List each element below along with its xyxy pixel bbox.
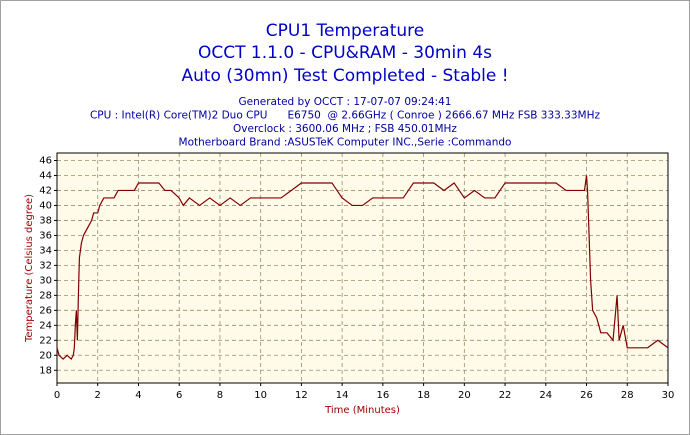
x-tick-label: 0 <box>54 390 60 401</box>
chart-title: Auto (30mn) Test Completed - Stable ! <box>181 66 508 86</box>
chart-subtitle: Generated by OCCT : 17-07-07 09:24:41 <box>239 96 452 108</box>
x-tick-label: 10 <box>254 390 267 401</box>
x-tick-label: 28 <box>621 390 634 401</box>
x-tick-label: 6 <box>176 390 182 401</box>
y-tick-label: 40 <box>39 200 52 211</box>
x-axis-label: Time (Minutes) <box>324 405 400 416</box>
y-tick-label: 20 <box>39 350 52 361</box>
chart-title: OCCT 1.1.0 - CPU&RAM - 30min 4s <box>198 43 492 63</box>
x-tick-label: 14 <box>336 390 349 401</box>
y-axis-label: Temperature (Celsius degree) <box>24 194 35 343</box>
x-tick-label: 30 <box>662 390 675 401</box>
y-tick-label: 26 <box>39 305 52 316</box>
x-tick-label: 20 <box>458 390 471 401</box>
plot-area <box>57 153 668 383</box>
x-tick-label: 18 <box>417 390 430 401</box>
line-series <box>56 175 669 360</box>
y-tick-label: 32 <box>39 260 52 271</box>
y-tick-label: 28 <box>39 290 52 301</box>
x-tick-label: 16 <box>376 390 389 401</box>
y-tick-label: 44 <box>39 170 52 181</box>
x-tick-label: 24 <box>539 390 552 401</box>
y-tick-label: 18 <box>39 365 52 376</box>
chart-subtitle: CPU : Intel(R) Core(TM)2 Duo CPU E6750 @… <box>90 110 601 122</box>
x-tick-label: 4 <box>135 390 141 401</box>
y-tick-label: 36 <box>39 230 52 241</box>
y-tick-label: 34 <box>39 245 52 256</box>
chart-subtitle: Overclock : 3600.06 MHz ; FSB 450.01MHz <box>233 123 457 135</box>
y-tick-label: 42 <box>39 185 52 196</box>
x-tick-label: 2 <box>95 390 101 401</box>
y-tick-label: 38 <box>39 215 52 226</box>
y-tick-label: 24 <box>39 320 52 331</box>
chart-subtitle: Motherboard Brand :ASUSTeK Computer INC.… <box>179 137 512 149</box>
y-tick-label: 30 <box>39 275 52 286</box>
y-tick-label: 22 <box>39 335 52 346</box>
x-tick-label: 22 <box>499 390 512 401</box>
x-tick-label: 8 <box>217 390 223 401</box>
x-tick-label: 26 <box>580 390 593 401</box>
y-tick-label: 46 <box>39 155 52 166</box>
x-tick-label: 12 <box>295 390 308 401</box>
plot-border <box>56 152 669 384</box>
chart-title: CPU1 Temperature <box>266 21 424 41</box>
